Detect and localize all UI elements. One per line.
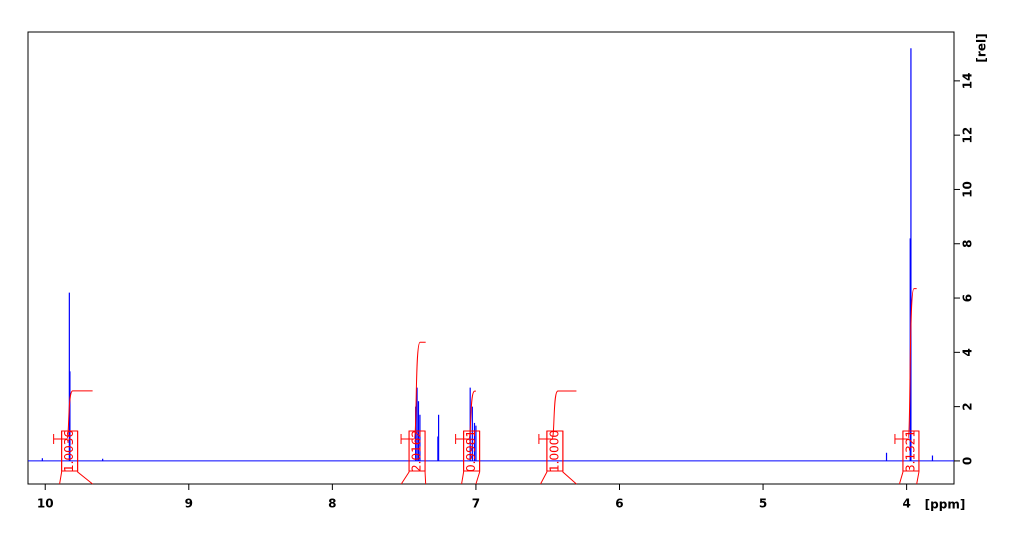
integral-label-box <box>902 430 920 472</box>
y-tick-label: 2 <box>961 402 975 410</box>
x-tick-label: 9 <box>185 497 193 511</box>
x-tick-label: 4 <box>902 497 910 511</box>
x-tick-label: 8 <box>328 497 336 511</box>
integral-label-box <box>61 430 79 472</box>
integral-label-box <box>463 430 481 472</box>
integral-label-box <box>408 430 426 472</box>
integral-label-box <box>546 430 564 472</box>
integral-bracket <box>455 431 481 485</box>
integral-curve <box>461 390 476 440</box>
y-tick-label: 0 <box>961 457 975 465</box>
x-tick-label: 5 <box>759 497 767 511</box>
y-tick-label: 6 <box>961 294 975 302</box>
integral-bracket <box>894 431 920 485</box>
plot-frame <box>27 31 955 485</box>
x-axis-label: [ppm] <box>925 498 966 512</box>
integral-label: 1.0000 <box>547 430 561 472</box>
x-tick-label: 7 <box>472 497 480 511</box>
y-tick-label: 10 <box>961 181 975 198</box>
integral-bracket <box>53 431 93 485</box>
y-tick-label: 12 <box>961 127 975 144</box>
integral-label: 0.9981 <box>464 430 478 472</box>
x-tick-label: 6 <box>615 497 623 511</box>
y-tick-label: 14 <box>961 73 975 90</box>
x-tick-label: 10 <box>37 497 54 511</box>
y-tick-label: 4 <box>961 348 975 356</box>
y-tick-label: 8 <box>961 240 975 248</box>
integral-label: 1.0036 <box>62 430 76 472</box>
integral-label: 3.1321 <box>903 430 917 472</box>
integral-curve <box>899 288 917 440</box>
integral-label: 2.0162 <box>410 430 424 472</box>
integral-bracket <box>538 431 577 485</box>
integral-bracket <box>400 431 427 485</box>
integral-curve <box>59 390 93 440</box>
y-axis-label: [rel] <box>975 33 989 62</box>
integral-curve <box>401 341 426 440</box>
integral-curve <box>540 390 577 440</box>
